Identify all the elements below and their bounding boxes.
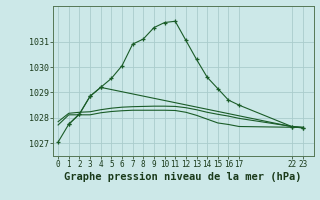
X-axis label: Graphe pression niveau de la mer (hPa): Graphe pression niveau de la mer (hPa) (64, 172, 302, 182)
